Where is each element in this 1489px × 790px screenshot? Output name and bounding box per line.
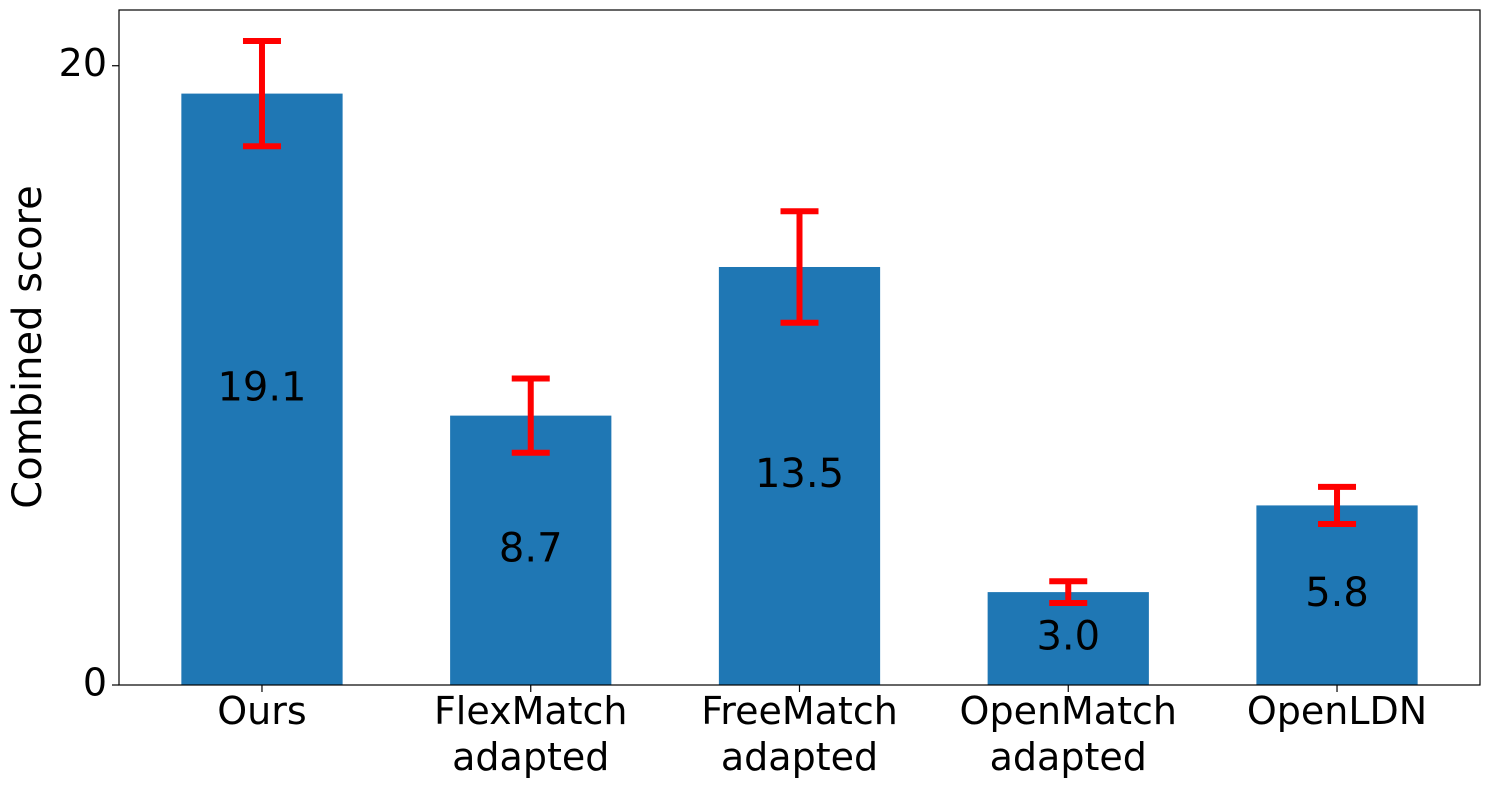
x-tick-label: Ours — [217, 689, 306, 733]
value-label: 19.1 — [217, 364, 306, 410]
value-label: 8.7 — [499, 525, 563, 571]
value-label: 3.0 — [1036, 614, 1100, 660]
bar — [181, 93, 343, 686]
plot-frame — [118, 9, 1481, 686]
error-bar — [1049, 578, 1088, 606]
bar — [987, 592, 1149, 685]
y-axis-label: Combined score — [5, 185, 51, 508]
value-label: 5.8 — [1305, 570, 1369, 616]
value-label: 13.5 — [755, 451, 844, 497]
bar — [718, 266, 881, 685]
error-bar — [511, 375, 550, 456]
bar — [1256, 505, 1418, 685]
error-bar — [242, 37, 281, 150]
x-tick-label: FreeMatch adapted — [701, 689, 898, 779]
x-tick-label: OpenLDN — [1247, 689, 1427, 733]
x-tick-label: FlexMatch adapted — [434, 689, 628, 779]
y-tick-label: 20 — [59, 41, 107, 85]
y-tick-label: 0 — [83, 661, 107, 705]
bar — [450, 415, 612, 685]
error-bar — [780, 208, 819, 326]
x-tick-label: OpenMatch adapted — [960, 689, 1177, 779]
error-bar — [1318, 483, 1357, 527]
